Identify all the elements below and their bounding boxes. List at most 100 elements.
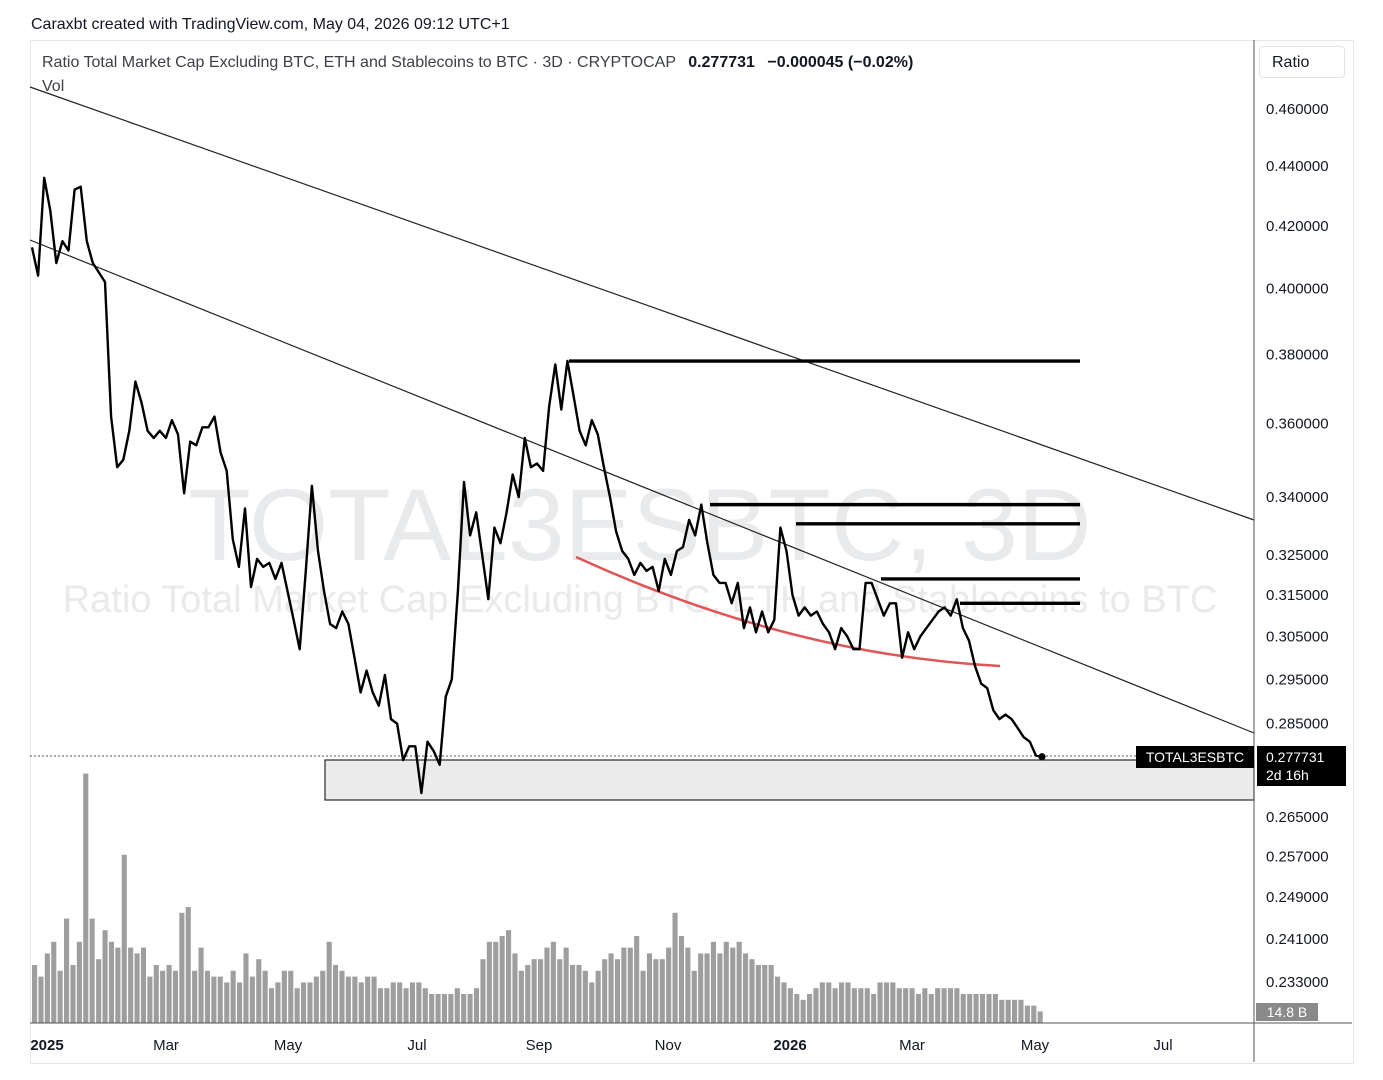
volume-bar	[973, 994, 979, 1023]
volume-bar	[262, 970, 268, 1023]
volume-bar	[486, 941, 492, 1023]
volume-bar	[147, 976, 153, 1023]
volume-bar	[851, 988, 857, 1023]
volume-bar	[999, 999, 1005, 1023]
volume-bar	[108, 941, 115, 1023]
last-price-tag: TOTAL3ESBTC 0.277731 2d 16h	[1136, 746, 1346, 786]
volume-bar	[634, 936, 640, 1023]
price-axis-tick: 0.325000	[1266, 547, 1329, 564]
volume-bar	[397, 982, 403, 1023]
volume-bar	[371, 976, 377, 1023]
volume-bar	[275, 982, 281, 1023]
volume-bar	[1037, 1011, 1043, 1023]
volume-bar	[909, 988, 915, 1023]
volume-bar	[646, 953, 653, 1023]
volume-bar	[710, 941, 717, 1023]
support-zone[interactable]	[324, 759, 1255, 801]
volume-bar	[281, 970, 287, 1023]
volume-bar	[979, 994, 986, 1023]
volume-bar	[345, 976, 351, 1023]
volume-bar	[76, 941, 82, 1023]
volume-bar	[243, 953, 249, 1023]
volume-bar	[256, 959, 262, 1023]
time-axis-tick: Nov	[655, 1037, 682, 1054]
volume-bar	[602, 959, 608, 1023]
volume-bar	[339, 970, 345, 1023]
volume-legend[interactable]: Vol	[42, 78, 65, 95]
volume-bar	[134, 953, 140, 1023]
time-axis-tick: May	[1021, 1037, 1050, 1054]
price-axis-tick: 0.257000	[1266, 848, 1329, 865]
watermark-description: Ratio Total Market Cap Excluding BTC, ET…	[63, 579, 1218, 621]
volume-bar	[473, 988, 480, 1023]
descending-channel-upper[interactable]	[29, 86, 1255, 521]
scale-mode-button[interactable]: Ratio	[1259, 46, 1345, 78]
volume-bar	[390, 982, 396, 1023]
volume-bar	[768, 965, 774, 1023]
volume-bar	[83, 773, 89, 1023]
volume-bar	[935, 988, 941, 1023]
support-curve[interactable]	[575, 555, 1001, 668]
time-axis-tick: Sep	[526, 1037, 553, 1054]
price-axis-tick: 0.233000	[1266, 974, 1329, 991]
volume-bar	[1018, 999, 1024, 1023]
volume-bar	[384, 988, 390, 1023]
volume-bar	[499, 936, 505, 1023]
volume-bar	[986, 994, 992, 1023]
volume-bar	[409, 982, 416, 1023]
volume-bar	[550, 941, 556, 1023]
volume-bar	[204, 970, 211, 1023]
volume-bar	[627, 947, 633, 1023]
volume-bar	[102, 930, 108, 1023]
volume-bar	[877, 982, 883, 1023]
time-axis-tick: Jul	[407, 1037, 426, 1054]
price-axis-tick: 0.305000	[1266, 629, 1329, 646]
volume-bar	[666, 947, 672, 1023]
volume-bar	[922, 988, 928, 1023]
volume-bar	[115, 947, 121, 1023]
volume-bar	[422, 988, 428, 1023]
volume-bar	[896, 988, 902, 1023]
volume-bar	[781, 982, 787, 1023]
volume-bars	[32, 773, 1043, 1023]
volume-value-tag: 14.8 B	[1256, 1003, 1318, 1021]
volume-bar	[480, 959, 486, 1023]
last-price-tag-symbol: TOTAL3ESBTC	[1146, 749, 1244, 765]
volume-bar	[192, 970, 198, 1023]
volume-bar	[813, 988, 819, 1023]
volume-bar	[140, 947, 147, 1023]
volume-bar	[506, 930, 512, 1023]
volume-bar	[698, 953, 704, 1023]
volume-bar	[429, 994, 435, 1023]
symbol-legend[interactable]: Ratio Total Market Cap Excluding BTC, ET…	[42, 54, 913, 72]
volume-bar	[730, 947, 736, 1023]
volume-bar	[377, 988, 384, 1023]
symbol-title: Ratio Total Market Cap Excluding BTC, ET…	[42, 54, 676, 71]
volume-bar	[313, 976, 319, 1023]
volume-bar	[435, 994, 441, 1023]
volume-bar	[365, 976, 371, 1023]
last-value: 0.277731	[688, 54, 755, 71]
volume-bar	[723, 941, 729, 1023]
volume-bar	[659, 959, 665, 1023]
last-price-tag-price: 0.277731	[1266, 749, 1325, 765]
volume-bar	[211, 976, 217, 1023]
price-axis-tick: 0.380000	[1266, 346, 1329, 363]
price-axis-tick: 0.249000	[1266, 889, 1329, 906]
volume-bar	[557, 959, 563, 1023]
volume-bar	[832, 988, 838, 1023]
price-axis-tick: 0.400000	[1266, 280, 1329, 297]
volume-bar	[864, 988, 870, 1023]
volume-bar	[858, 988, 864, 1023]
volume-bar	[544, 947, 550, 1023]
volume-bar	[563, 947, 569, 1023]
volume-bar	[89, 918, 95, 1023]
time-axis-tick: Jul	[1153, 1037, 1172, 1054]
last-price-dot	[1038, 753, 1046, 761]
volume-bar	[217, 976, 223, 1023]
volume-bar	[1005, 999, 1011, 1023]
descending-channel-lower[interactable]	[29, 239, 1255, 734]
price-series-line[interactable]	[30, 176, 1043, 795]
volume-bar	[307, 982, 313, 1023]
